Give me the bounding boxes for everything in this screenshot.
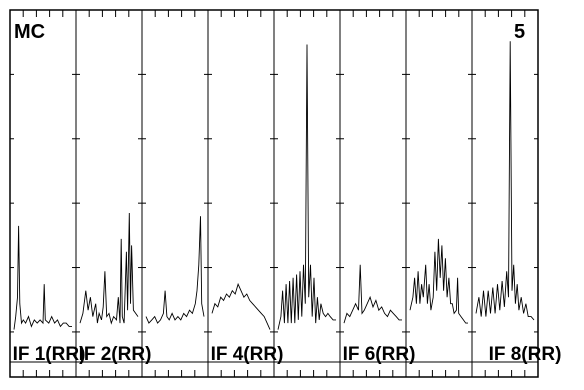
labels-layer: IF 1(RR)IF 2(RR) IF 4(RR) IF 6(RR) IF 8(RR) bbox=[13, 344, 562, 365]
spectrum-trace bbox=[475, 41, 535, 321]
panel-label: IF 8(RR) bbox=[489, 344, 562, 365]
ticks-layer bbox=[10, 10, 538, 377]
panel-label: IF 2(RR) bbox=[79, 344, 152, 365]
panel-label: IF 6(RR) bbox=[343, 344, 416, 365]
plot-frame bbox=[9, 9, 539, 378]
panel-label: IF 4(RR) bbox=[211, 344, 284, 365]
spectrum-trace bbox=[145, 216, 205, 324]
corner-label: MC bbox=[14, 21, 45, 43]
spectrum-trace bbox=[409, 238, 468, 324]
spectrum-trace bbox=[13, 225, 72, 330]
spectrum-trace bbox=[277, 44, 336, 330]
spectrum-trace bbox=[343, 264, 402, 324]
panel-label: IF 1(RR) bbox=[13, 344, 86, 365]
corner-number: 5 bbox=[514, 21, 525, 43]
panels-layer bbox=[13, 10, 535, 377]
spectrum-trace bbox=[211, 282, 271, 330]
spectrum-trace bbox=[79, 212, 139, 325]
